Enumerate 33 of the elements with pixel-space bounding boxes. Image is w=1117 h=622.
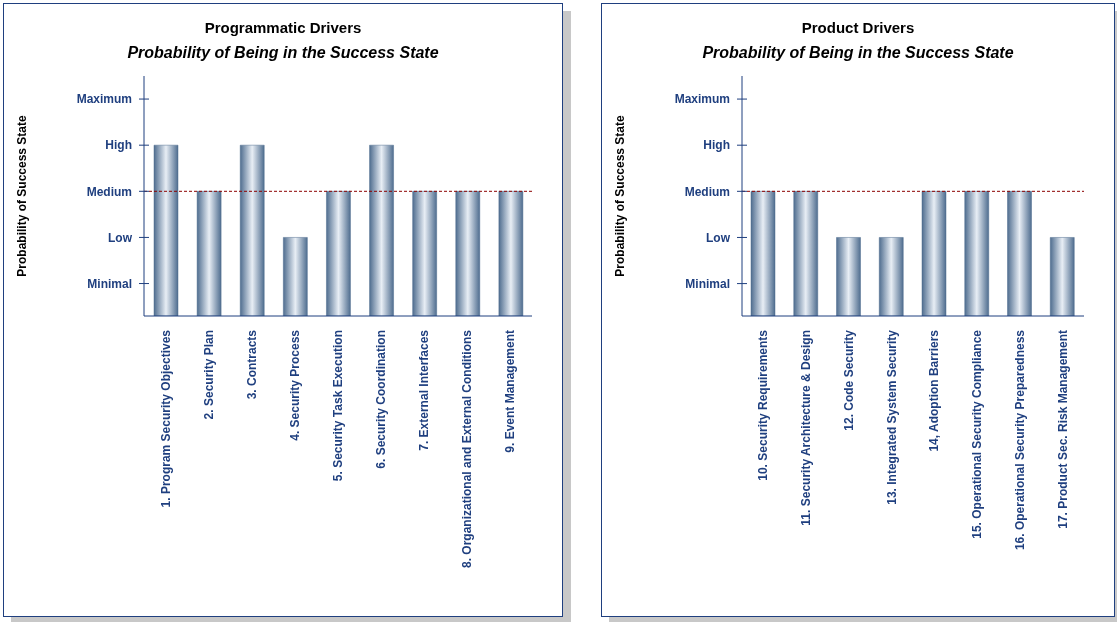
text: High — [703, 138, 730, 153]
x-tick-label: 15. Operational Security Compliance — [970, 329, 985, 539]
text: Maximum — [76, 92, 132, 107]
chart-subtitle: Probability of Being in the Success State — [126, 44, 440, 62]
x-tick-label: 1. Program Security Objectives — [158, 329, 173, 508]
x-tick-label: 14, Adoption Barriers — [927, 329, 942, 452]
x-tick-label: 3. Contracts — [244, 329, 259, 400]
y-axis-title: Probability of Success State — [15, 114, 30, 277]
chart-title: Programmatic Drivers — [203, 19, 363, 36]
text: Low — [706, 230, 731, 245]
x-tick-label: 8. Organizational and External Conditions — [460, 329, 475, 569]
x-tick-label: 10. Security Requirements — [756, 329, 771, 481]
chart-title: Product Drivers — [800, 19, 916, 36]
x-tick-label: 11. Security Architecture & Design — [799, 330, 814, 526]
text: High — [105, 138, 132, 153]
x-tick-label: 5. Security Task Execution — [331, 330, 345, 482]
x-tick-label: 6. Security Coordination — [374, 330, 389, 469]
x-tick-label: 2. Security Plan — [201, 330, 216, 420]
text: Medium — [86, 184, 132, 199]
text: Low — [108, 230, 133, 245]
x-tick-label: 13. Integrated System Security — [884, 329, 899, 505]
x-tick-label: 17. Product Sec. Risk Management — [1055, 330, 1070, 529]
y-axis-title: Probability of Success State — [613, 114, 628, 277]
text: Maximum — [674, 92, 730, 107]
chart-subtitle: Probability of Being in the Success State — [701, 44, 1015, 62]
x-tick-label: 4. Security Process — [287, 329, 302, 441]
text: Minimal — [87, 276, 132, 291]
text: Medium — [684, 184, 730, 199]
x-tick-label: 16. Operational Security Preparedness — [1012, 329, 1027, 551]
x-tick-label: 7. External Interfaces — [417, 329, 432, 451]
text: Minimal — [685, 276, 730, 291]
x-tick-label: 9. Event Management — [503, 330, 518, 453]
x-tick-label: 12. Code Security — [841, 329, 856, 431]
